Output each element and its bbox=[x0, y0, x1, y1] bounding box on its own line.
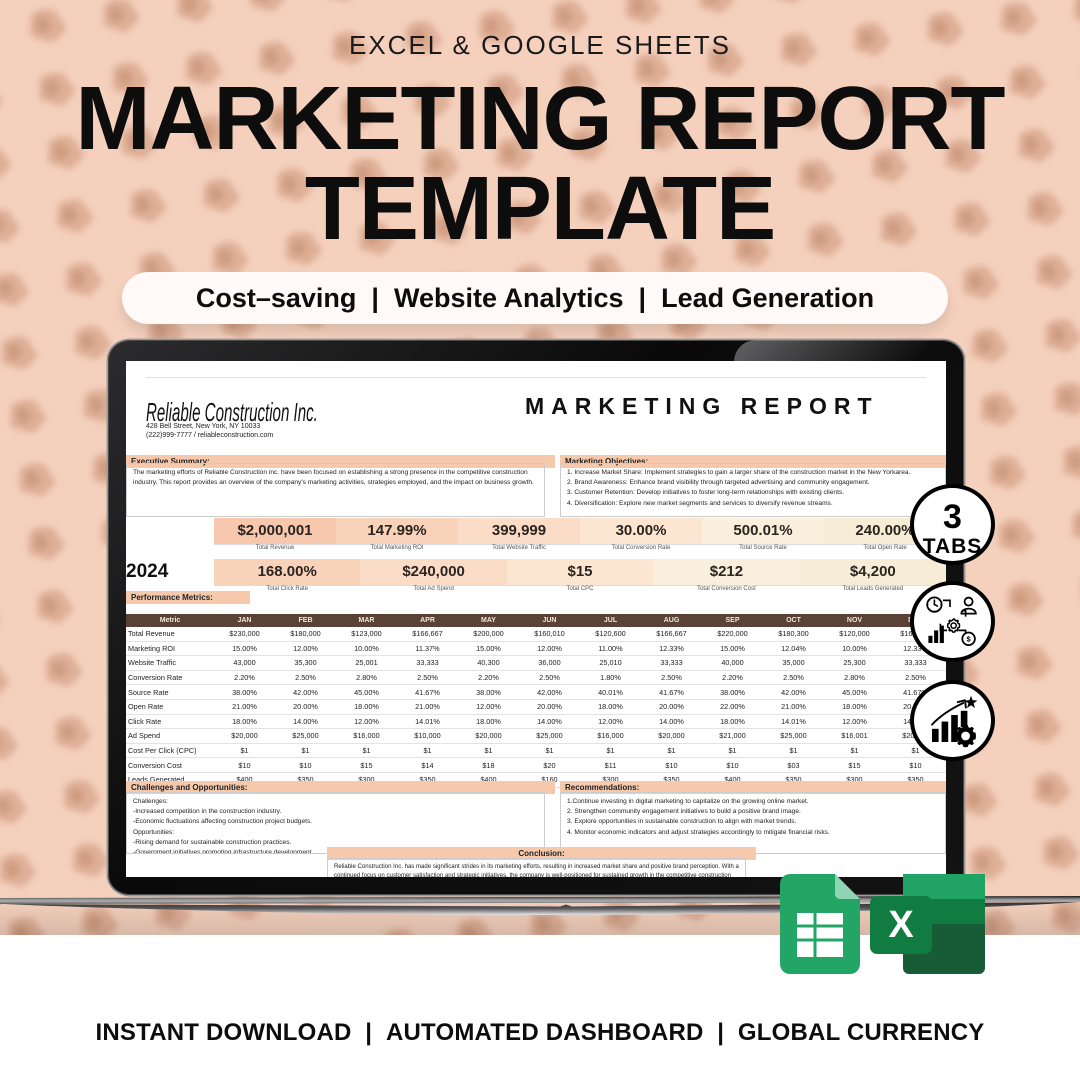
svg-text:X: X bbox=[888, 904, 914, 946]
svg-text:$: $ bbox=[966, 634, 971, 643]
